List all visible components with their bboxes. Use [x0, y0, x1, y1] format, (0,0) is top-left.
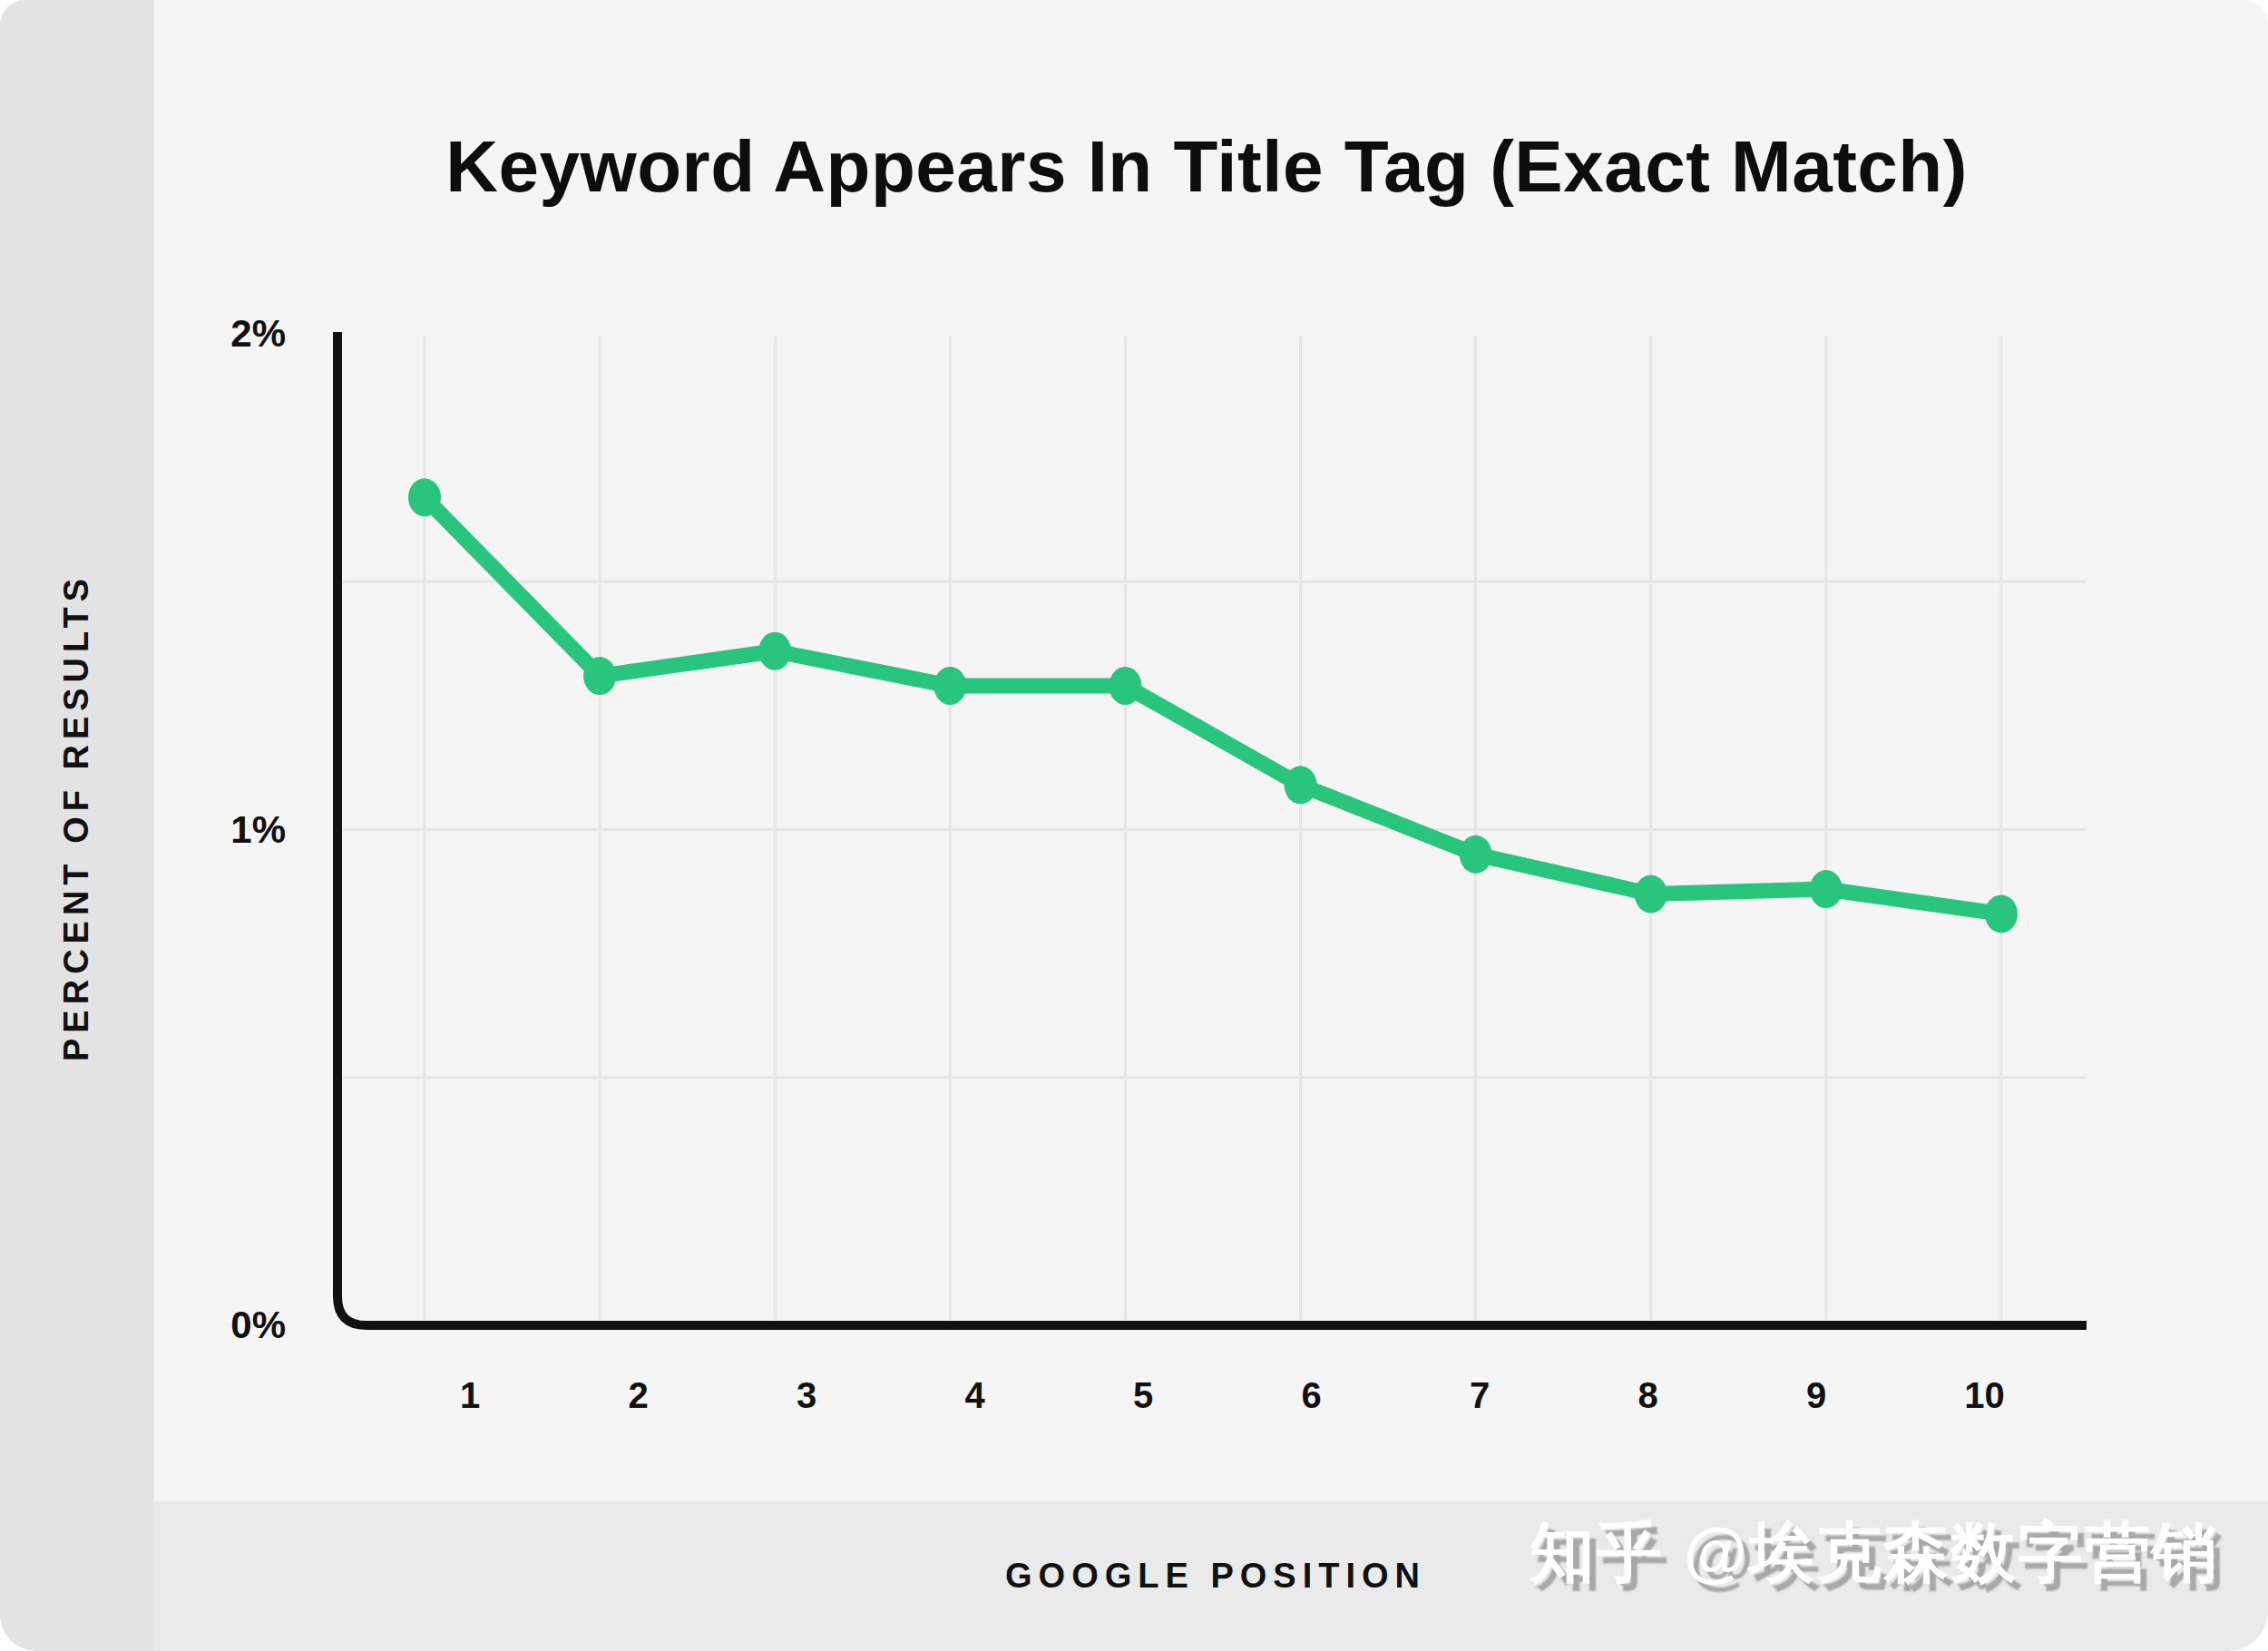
- data-point-7: [1460, 835, 1492, 874]
- watermark: 知乎 @埃克森数字营销: [1530, 1509, 2219, 1597]
- x-tick-label-7: 7: [1470, 1375, 1490, 1416]
- data-point-2: [583, 657, 616, 695]
- chart-title: Keyword Appears In Title Tag (Exact Matc…: [299, 125, 2114, 209]
- x-tick-label-8: 8: [1637, 1375, 1657, 1416]
- data-point-10: [1985, 894, 2018, 933]
- y-tick-label-0%: 0%: [91, 1304, 286, 1347]
- x-axis-title: GOOGLE POSITION: [1005, 1557, 1426, 1596]
- data-line: [425, 497, 2001, 913]
- x-tick-label-2: 2: [628, 1375, 648, 1416]
- data-point-8: [1635, 875, 1667, 913]
- data-point-3: [758, 632, 791, 670]
- x-tick-label-4: 4: [964, 1375, 984, 1416]
- x-tick-label-5: 5: [1133, 1375, 1153, 1416]
- data-point-4: [934, 667, 966, 705]
- data-point-9: [1810, 870, 1843, 908]
- data-point-5: [1109, 667, 1141, 705]
- data-point-1: [408, 478, 441, 516]
- x-tick-label-1: 1: [460, 1375, 480, 1416]
- x-tick-label-6: 6: [1301, 1375, 1321, 1416]
- chart-page: Keyword Appears In Title Tag (Exact Matc…: [0, 0, 2268, 1651]
- x-tick-label-9: 9: [1806, 1375, 1826, 1416]
- x-tick-label-3: 3: [797, 1375, 816, 1416]
- data-point-6: [1285, 766, 1317, 804]
- y-tick-label-2%: 2%: [91, 312, 286, 356]
- x-tick-label-10: 10: [1964, 1375, 2005, 1416]
- y-tick-label-1%: 1%: [91, 808, 286, 852]
